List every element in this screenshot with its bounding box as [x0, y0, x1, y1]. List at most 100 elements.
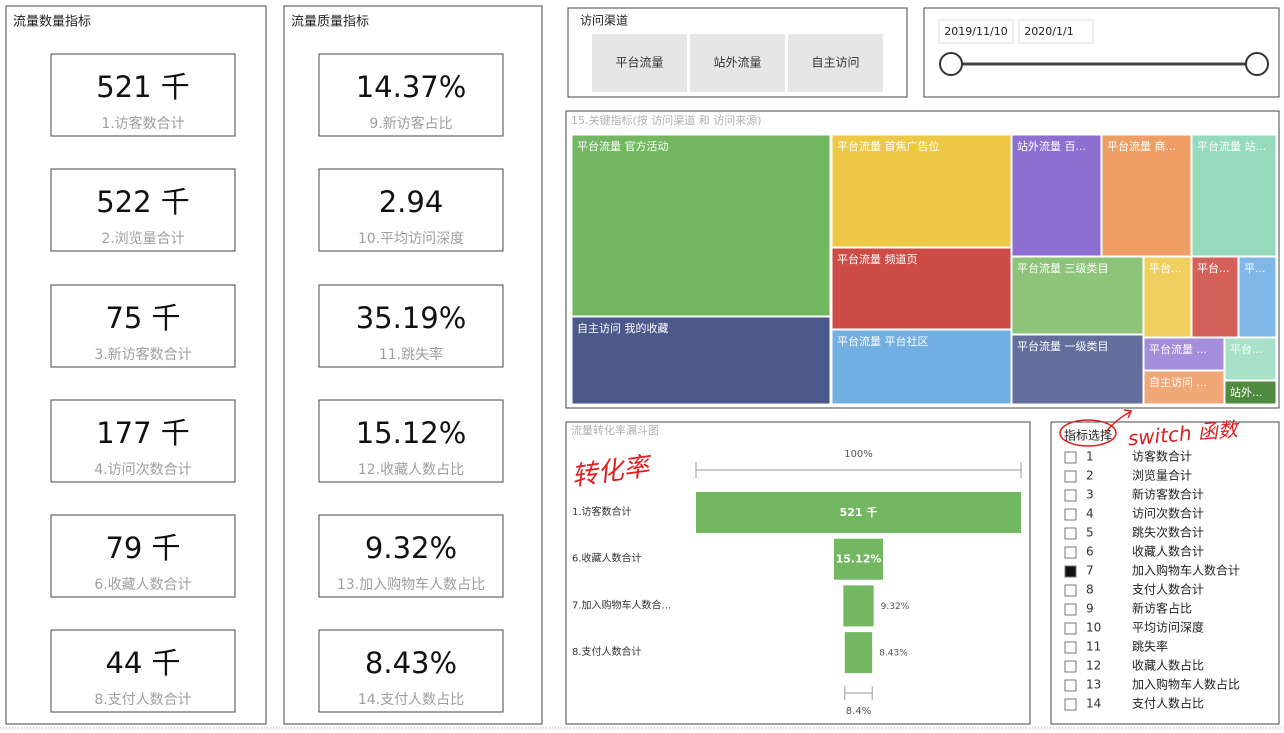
- checkbox[interactable]: [1064, 679, 1077, 692]
- checkbox[interactable]: [1064, 565, 1077, 578]
- kpi-card: [50, 284, 236, 368]
- date-start[interactable]: 2019/11/10: [944, 25, 1007, 38]
- funnel-stage-label: 6.收藏人数合计: [572, 552, 642, 565]
- date-input[interactable]: [1018, 19, 1094, 44]
- kpi-label: 9.新访客占比: [369, 115, 452, 132]
- channel-button-label[interactable]: 自主访问: [811, 56, 859, 70]
- treemap-cell: [1011, 134, 1102, 257]
- kpi-card: [50, 629, 236, 713]
- item-label[interactable]: 加入购物车人数占比: [1132, 677, 1240, 692]
- indicator-slicer: [1050, 421, 1280, 725]
- date-input[interactable]: [938, 19, 1014, 44]
- treemap-label: 平台流量 ...: [1149, 342, 1207, 356]
- kpi-label: 14.支付人数占比: [358, 692, 464, 708]
- treemap-label: 平台流量 频道页: [837, 252, 918, 266]
- channel-button-label[interactable]: 站外流量: [713, 56, 761, 70]
- treemap-cell: [1011, 334, 1144, 405]
- treemap-cell: [1143, 337, 1225, 371]
- treemap-label: 站外...: [1230, 385, 1263, 399]
- item-number[interactable]: 3: [1086, 488, 1094, 502]
- funnel-title: 流量转化率漏斗图: [571, 423, 659, 437]
- item-label[interactable]: 访客数合计: [1132, 449, 1192, 464]
- treemap-label: 平...: [1244, 262, 1266, 275]
- treemap-cell: [831, 247, 1012, 330]
- funnel-stage-label: 8.支付人数合计: [572, 645, 642, 658]
- item-number[interactable]: 12: [1086, 659, 1101, 673]
- kpi-card: [318, 514, 504, 598]
- item-number[interactable]: 11: [1086, 640, 1101, 654]
- channel-button[interactable]: [592, 34, 687, 92]
- item-number[interactable]: 5: [1086, 526, 1094, 540]
- channel-button[interactable]: [788, 34, 883, 92]
- item-label[interactable]: 新访客占比: [1132, 601, 1192, 616]
- treemap-label: 平台流量 三级类目: [1017, 261, 1109, 275]
- kpi-card: [318, 399, 504, 483]
- funnel-stage-label: 1.访客数合计: [572, 505, 632, 518]
- item-number[interactable]: 4: [1086, 507, 1094, 521]
- item-number[interactable]: 2: [1086, 469, 1094, 483]
- item-label[interactable]: 跳失率: [1132, 639, 1168, 654]
- kpi-value: 75 千: [105, 301, 180, 335]
- channel-button[interactable]: [690, 34, 785, 92]
- annotation-arrow: [1104, 409, 1133, 434]
- kpi-card: [318, 629, 504, 713]
- checkbox[interactable]: [1064, 470, 1077, 483]
- item-label[interactable]: 访问次数合计: [1132, 506, 1204, 521]
- item-number[interactable]: 9: [1086, 602, 1094, 616]
- funnel-value-label: 15.12%: [836, 553, 882, 566]
- checkbox[interactable]: [1064, 489, 1077, 502]
- treemap-label: 自主访问 我的收藏: [577, 321, 669, 335]
- treemap-cell: [831, 134, 1012, 248]
- kpi-value: 522 千: [96, 185, 190, 219]
- item-number[interactable]: 6: [1086, 545, 1094, 559]
- item-number[interactable]: 7: [1086, 564, 1094, 578]
- treemap-label: 平台流量 首焦广告位: [837, 139, 940, 153]
- checkbox[interactable]: [1064, 660, 1077, 673]
- item-label[interactable]: 平均访问深度: [1132, 620, 1204, 635]
- item-number[interactable]: 10: [1086, 621, 1101, 635]
- checkbox[interactable]: [1064, 508, 1077, 521]
- slicer-title: 访问渠道: [580, 14, 628, 28]
- item-label[interactable]: 支付人数占比: [1132, 696, 1204, 711]
- slider-handle[interactable]: [939, 52, 963, 76]
- kpi-value: 2.94: [379, 185, 444, 219]
- treemap-label: 平台...: [1230, 342, 1263, 356]
- funnel-value-label: 8.43%: [879, 649, 908, 659]
- item-number[interactable]: 1: [1086, 450, 1094, 464]
- checkbox[interactable]: [1064, 698, 1077, 711]
- funnel-bottom-label: 8.4%: [846, 706, 871, 717]
- item-number[interactable]: 14: [1086, 697, 1101, 711]
- item-label[interactable]: 支付人数合计: [1132, 582, 1204, 597]
- item-label[interactable]: 加入购物车人数合计: [1132, 563, 1240, 578]
- checkbox[interactable]: [1064, 603, 1077, 616]
- kpi-card: [50, 53, 236, 137]
- kpi-value: 8.43%: [365, 646, 457, 680]
- checkbox[interactable]: [1064, 622, 1077, 635]
- checkbox[interactable]: [1064, 451, 1077, 464]
- slider-handle[interactable]: [1245, 52, 1269, 76]
- checkbox[interactable]: [1064, 584, 1077, 597]
- item-label[interactable]: 收藏人数合计: [1132, 544, 1204, 559]
- item-number[interactable]: 8: [1086, 583, 1094, 597]
- checkbox[interactable]: [1064, 527, 1077, 540]
- kpi-label: 12.收藏人数占比: [358, 462, 464, 478]
- item-number[interactable]: 13: [1086, 678, 1101, 692]
- funnel-bar: [844, 632, 873, 674]
- annotation-circle: [1059, 419, 1117, 447]
- checkbox[interactable]: [1064, 546, 1077, 559]
- channel-button-label[interactable]: 平台流量: [615, 55, 663, 70]
- kpi-card: [50, 399, 236, 483]
- kpi-value: 44 千: [105, 646, 180, 680]
- kpi-label: 11.跳失率: [379, 346, 443, 363]
- kpi-value: 79 千: [105, 531, 180, 565]
- item-label[interactable]: 新访客数合计: [1132, 487, 1204, 502]
- item-label[interactable]: 跳失次数合计: [1132, 525, 1204, 540]
- kpi-value: 9.32%: [365, 531, 457, 565]
- treemap-cell: [1143, 256, 1192, 338]
- kpi-value: 177 千: [96, 416, 190, 450]
- item-label[interactable]: 浏览量合计: [1132, 468, 1192, 483]
- item-label[interactable]: 收藏人数占比: [1132, 658, 1204, 673]
- checkbox[interactable]: [1064, 641, 1077, 654]
- date-end[interactable]: 2020/1/1: [1024, 25, 1073, 38]
